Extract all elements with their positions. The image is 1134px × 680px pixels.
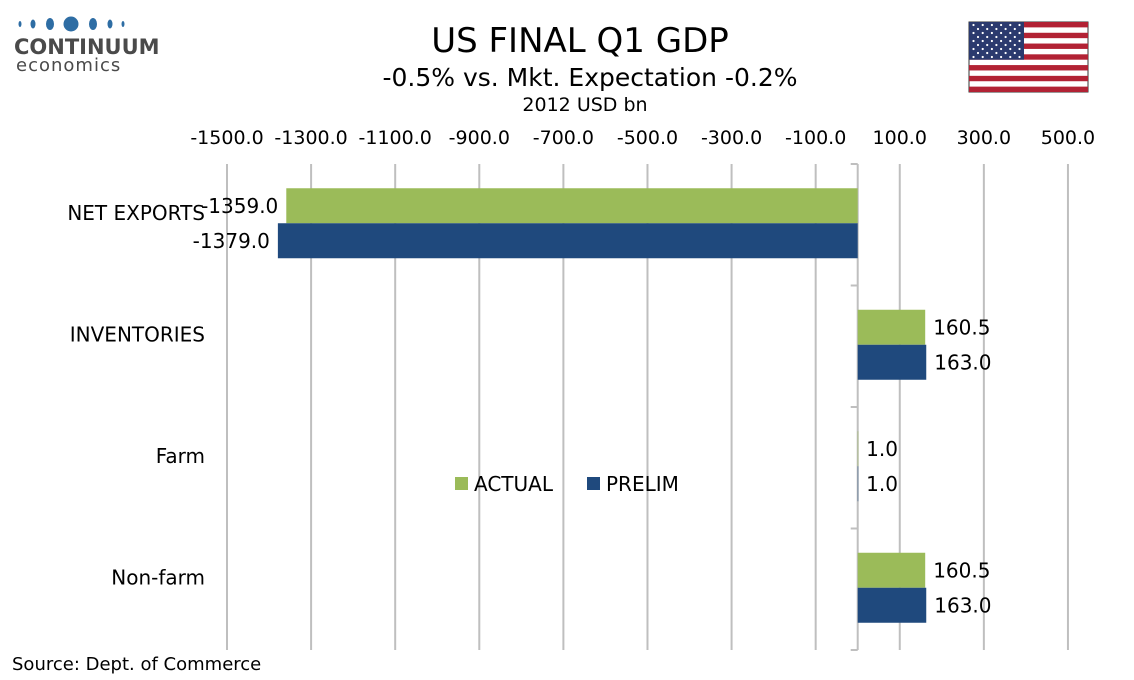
bar-prelim xyxy=(857,344,927,380)
x-tick-label: -1100.0 xyxy=(359,127,432,149)
data-label: 163.0 xyxy=(934,350,991,374)
data-label: 1.0 xyxy=(866,472,898,496)
category-label: Farm xyxy=(156,444,205,468)
category-labels: NET EXPORTS INVENTORIES Farm Non-farm xyxy=(67,201,205,590)
chart-subtitle: -0.5% vs. Mkt. Expectation -0.2% xyxy=(382,63,797,92)
continuum-logo: CONTINUUM economics xyxy=(14,16,160,76)
legend-label: PRELIM xyxy=(606,472,679,496)
data-label: 160.5 xyxy=(933,315,990,339)
bar-actual xyxy=(857,431,859,467)
category-label: NET EXPORTS xyxy=(67,201,205,225)
logo-line1: CONTINUUM xyxy=(14,35,160,59)
x-tick-labels: -1500.0 -1300.0 -1100.0 -900.0 -700.0 -500.0 -… xyxy=(190,127,1095,149)
data-label: 163.0 xyxy=(934,593,991,617)
data-label: 160.5 xyxy=(933,558,990,582)
bar-prelim xyxy=(857,587,927,623)
bars xyxy=(277,188,927,623)
data-label: 1.0 xyxy=(866,437,898,461)
legend-label: ACTUAL xyxy=(474,472,554,496)
legend: ACTUAL PRELIM xyxy=(455,472,679,496)
x-tick-label: -100.0 xyxy=(785,127,846,149)
data-labels: -1359.0 -1379.0 160.5 163.0 1.0 1.0 160.5 163.0 xyxy=(193,194,992,618)
x-tick-label: 100.0 xyxy=(873,127,927,149)
x-tick-label: -900.0 xyxy=(449,127,510,149)
x-tick-label: -1500.0 xyxy=(190,127,263,149)
data-label: -1359.0 xyxy=(201,194,278,218)
bar-actual xyxy=(857,309,926,345)
legend-swatch xyxy=(455,477,468,490)
bar-prelim xyxy=(277,223,858,259)
x-tick-label: 300.0 xyxy=(957,127,1011,149)
legend-swatch xyxy=(587,477,600,490)
us-flag-icon xyxy=(968,21,1089,93)
category-label: Non-farm xyxy=(111,565,205,589)
data-label: -1379.0 xyxy=(193,229,270,253)
x-tick-label: -300.0 xyxy=(701,127,762,149)
bar-actual xyxy=(286,188,858,224)
x-tick-label: -700.0 xyxy=(533,127,594,149)
x-tick-label: 500.0 xyxy=(1041,127,1095,149)
x-tick-label: -500.0 xyxy=(617,127,678,149)
bar-actual xyxy=(857,552,926,588)
unit-label: 2012 USD bn xyxy=(522,94,647,116)
category-label: INVENTORIES xyxy=(70,322,205,346)
bar-prelim xyxy=(857,466,859,502)
source-note: Source: Dept. of Commerce xyxy=(12,654,261,675)
chart-title: US FINAL Q1 GDP xyxy=(431,21,729,61)
logo-line2: economics xyxy=(16,55,121,76)
x-tick-label: -1300.0 xyxy=(274,127,347,149)
logo-dots-icon xyxy=(18,16,125,32)
